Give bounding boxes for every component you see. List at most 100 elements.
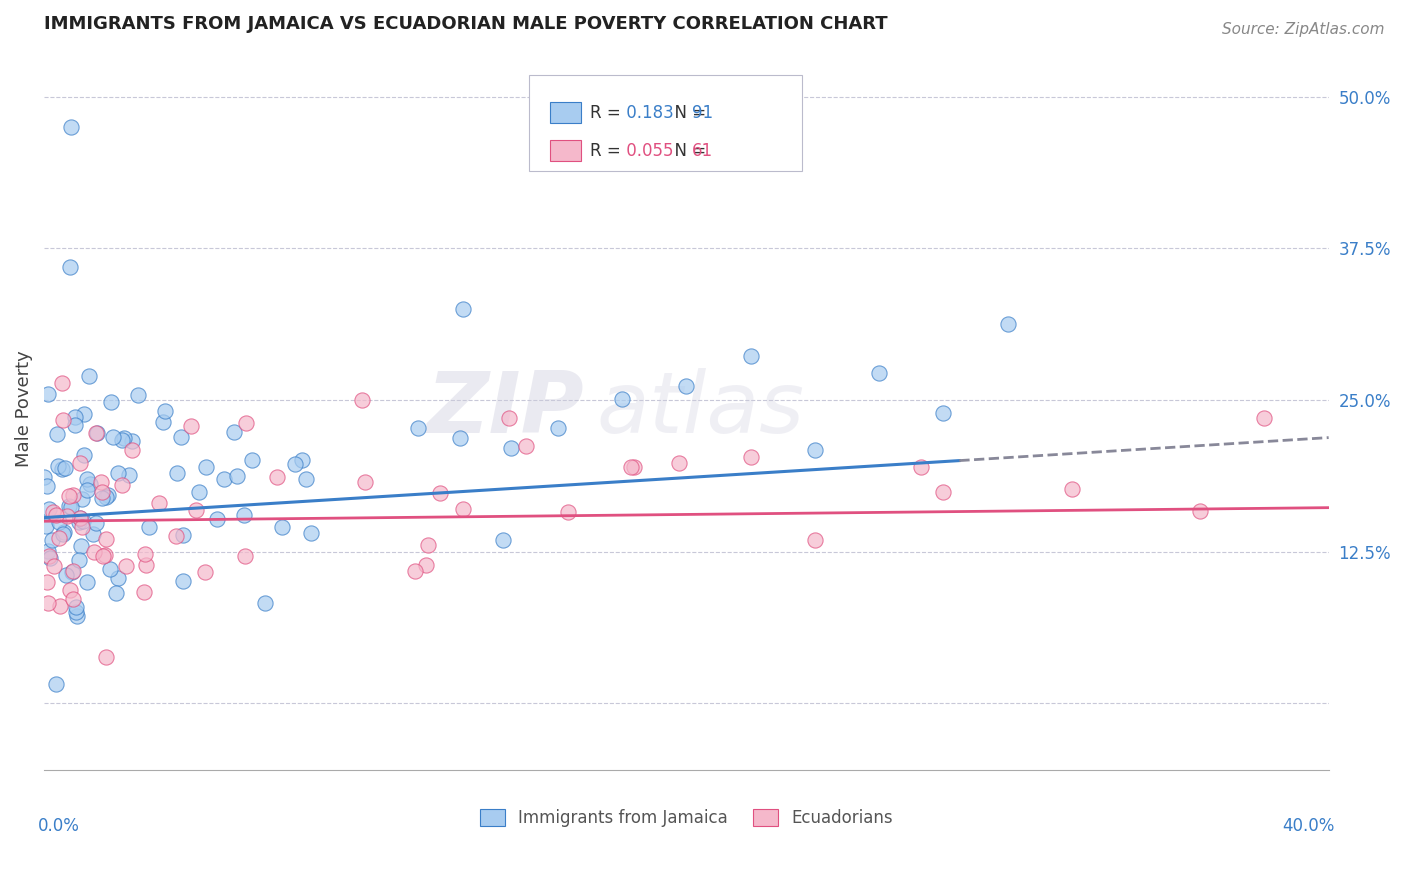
Point (73, 448, 96, 462)
Point (547, 421, 569, 435)
Point (32, 470, 55, 484)
Point (240, 453, 263, 467)
Point (48, 531, 70, 545)
Point (610, 392, 633, 406)
Point (45, 677, 67, 691)
Point (37, 543, 59, 558)
Point (90, 484, 112, 499)
Point (38, 551, 60, 566)
Point (65, 605, 87, 619)
Point (740, 450, 762, 464)
Point (46, 427, 69, 442)
Point (294, 472, 316, 486)
Point (98, 561, 121, 575)
Point (70, 520, 93, 534)
Point (804, 533, 827, 547)
Text: 40.0%: 40.0% (1282, 817, 1336, 835)
Point (59, 582, 82, 597)
Point (299, 525, 322, 540)
Text: R =: R = (589, 103, 626, 121)
Point (37, 575, 59, 590)
Text: atlas: atlas (596, 368, 804, 450)
Text: IMMIGRANTS FROM JAMAICA VS ECUADORIAN MALE POVERTY CORRELATION CHART: IMMIGRANTS FROM JAMAICA VS ECUADORIAN MA… (44, 15, 887, 33)
Point (66, 608, 89, 623)
Point (69, 456, 91, 470)
Point (1060, 482, 1083, 496)
Point (59, 260, 82, 274)
Point (155, 404, 177, 418)
Point (451, 302, 474, 317)
Text: ZIP: ZIP (426, 368, 583, 450)
Point (406, 421, 429, 435)
Point (91, 491, 114, 506)
Point (34, 519, 56, 533)
Point (91, 549, 114, 563)
Point (172, 528, 194, 542)
Point (180, 418, 202, 433)
Point (492, 533, 515, 548)
Point (51, 461, 73, 475)
Point (418, 538, 440, 552)
Point (932, 406, 955, 420)
Point (60, 120, 83, 135)
Point (222, 425, 245, 440)
Point (63, 418, 86, 433)
Point (93, 548, 115, 562)
Point (111, 433, 134, 447)
Point (58, 489, 80, 503)
Point (77, 369, 100, 384)
Point (82, 527, 104, 541)
Point (94, 649, 117, 664)
Text: 61: 61 (692, 142, 713, 160)
Point (121, 434, 143, 448)
Point (52, 527, 75, 541)
Point (46, 458, 69, 473)
Point (51, 376, 73, 390)
Point (134, 585, 156, 599)
Point (41, 533, 63, 548)
Point (83, 545, 105, 559)
Point (195, 460, 218, 475)
Point (235, 416, 257, 430)
Point (868, 366, 890, 380)
Point (291, 452, 314, 467)
Point (997, 318, 1019, 332)
Point (352, 392, 374, 407)
Point (107, 571, 129, 585)
Point (60, 565, 83, 579)
Point (668, 456, 690, 470)
Point (253, 596, 276, 610)
Point (1189, 504, 1212, 518)
Point (38, 502, 60, 516)
Point (1253, 411, 1275, 425)
Point (170, 430, 193, 444)
Point (138, 520, 160, 534)
Point (56, 509, 79, 524)
Point (804, 442, 827, 457)
Point (620, 460, 643, 475)
Point (165, 529, 187, 543)
Point (194, 565, 217, 579)
Text: N =: N = (664, 142, 711, 160)
Point (415, 558, 437, 573)
Point (67, 553, 90, 567)
Text: 91: 91 (692, 103, 713, 121)
Point (284, 457, 307, 471)
Point (135, 558, 157, 572)
Point (134, 547, 156, 561)
Legend: Immigrants from Jamaica, Ecuadorians: Immigrants from Jamaica, Ecuadorians (474, 802, 900, 833)
Point (76, 472, 98, 486)
Point (172, 574, 194, 589)
Point (107, 466, 129, 480)
Point (84, 426, 107, 441)
Point (73, 407, 96, 421)
Point (69, 511, 91, 525)
Point (100, 394, 122, 409)
Point (76, 574, 98, 589)
Point (118, 467, 141, 482)
Point (42, 505, 65, 519)
Point (449, 431, 471, 445)
Text: R =: R = (589, 142, 626, 160)
Point (212, 472, 235, 486)
Point (65, 599, 87, 614)
